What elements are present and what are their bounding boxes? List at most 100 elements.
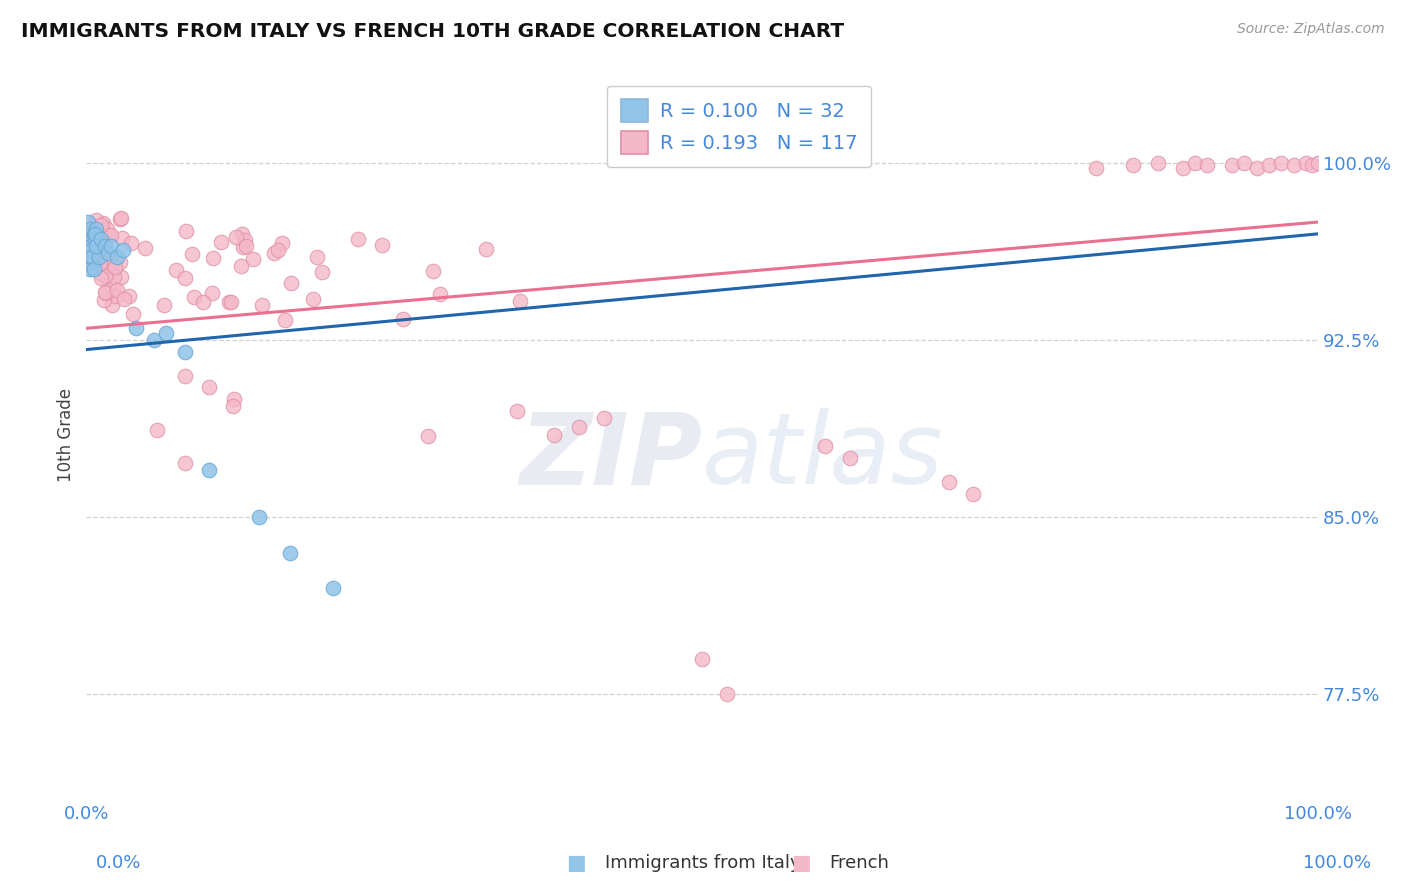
- Point: [96, 285, 118, 300]
- Point: [278, 546, 301, 560]
- Text: 100.0%: 100.0%: [1303, 854, 1371, 871]
- Point: [301, 292, 323, 306]
- Point: [89, 256, 111, 270]
- Point: [311, 265, 333, 279]
- Point: [839, 451, 862, 466]
- Point: [84, 222, 107, 236]
- Point: [1282, 158, 1305, 172]
- Point: [79, 241, 101, 255]
- Point: [79, 233, 101, 247]
- Point: [90, 270, 112, 285]
- Point: [94, 260, 117, 274]
- Point: [429, 286, 451, 301]
- Point: [76, 215, 98, 229]
- Point: [100, 238, 122, 252]
- Point: [202, 252, 225, 266]
- Point: [118, 289, 141, 303]
- Point: [474, 242, 496, 256]
- Point: [87, 251, 110, 265]
- Point: [224, 392, 246, 406]
- Point: [80, 238, 103, 252]
- Point: [90, 218, 112, 232]
- Point: [219, 294, 242, 309]
- Point: [218, 294, 240, 309]
- Point: [110, 269, 132, 284]
- Point: [100, 227, 122, 242]
- Point: [96, 260, 118, 274]
- Point: [112, 244, 135, 258]
- Point: [105, 251, 128, 265]
- Point: [174, 456, 197, 470]
- Point: [105, 289, 128, 303]
- Point: [82, 222, 104, 236]
- Point: [79, 251, 101, 265]
- Point: [173, 345, 195, 359]
- Point: [183, 290, 205, 304]
- Point: [1308, 156, 1330, 170]
- Point: [98, 277, 121, 291]
- Point: [134, 241, 156, 255]
- Point: [94, 285, 117, 300]
- Point: [84, 238, 107, 252]
- Point: [86, 251, 108, 265]
- Point: [568, 420, 591, 434]
- Point: [180, 246, 202, 260]
- Point: [79, 222, 101, 236]
- Point: [231, 227, 253, 242]
- Point: [592, 411, 614, 425]
- Point: [77, 251, 100, 265]
- Point: [77, 244, 100, 259]
- Point: [509, 294, 531, 309]
- Point: [90, 231, 112, 245]
- Point: [111, 231, 134, 245]
- Point: [229, 259, 252, 273]
- Point: [391, 312, 413, 326]
- Point: [108, 211, 131, 226]
- Point: [242, 252, 264, 266]
- Point: [1246, 161, 1268, 175]
- Point: [104, 260, 127, 275]
- Point: [267, 243, 290, 257]
- Point: [1233, 156, 1256, 170]
- Point: [233, 233, 256, 247]
- Point: [418, 429, 440, 443]
- Point: [107, 283, 129, 297]
- Point: [1257, 158, 1279, 172]
- Point: [91, 216, 114, 230]
- Text: French: French: [830, 854, 890, 871]
- Point: [814, 439, 837, 453]
- Point: [86, 226, 108, 240]
- Point: [93, 251, 115, 265]
- Point: [543, 427, 565, 442]
- Point: [346, 232, 368, 246]
- Point: [235, 239, 257, 253]
- Point: [307, 251, 329, 265]
- Point: [86, 238, 108, 252]
- Text: IMMIGRANTS FROM ITALY VS FRENCH 10TH GRADE CORRELATION CHART: IMMIGRANTS FROM ITALY VS FRENCH 10TH GRA…: [21, 22, 844, 41]
- Text: 0.0%: 0.0%: [96, 854, 141, 871]
- Point: [104, 260, 127, 275]
- Point: [146, 424, 169, 438]
- Point: [124, 321, 146, 335]
- Point: [93, 268, 115, 283]
- Point: [122, 307, 145, 321]
- Point: [371, 237, 394, 252]
- Point: [84, 212, 107, 227]
- Point: [103, 281, 125, 295]
- Point: [1270, 156, 1292, 170]
- Point: [1147, 156, 1170, 170]
- Point: [201, 285, 224, 300]
- Point: [1171, 161, 1194, 175]
- Point: [83, 227, 105, 241]
- Point: [83, 254, 105, 268]
- Point: [176, 224, 198, 238]
- Point: [82, 255, 104, 269]
- Point: [80, 244, 103, 258]
- Point: [96, 221, 118, 235]
- Point: [938, 475, 960, 489]
- Point: [322, 581, 344, 595]
- Y-axis label: 10th Grade: 10th Grade: [58, 387, 75, 482]
- Legend: R = 0.100   N = 32, R = 0.193   N = 117: R = 0.100 N = 32, R = 0.193 N = 117: [607, 86, 870, 168]
- Point: [962, 486, 984, 500]
- Point: [108, 255, 131, 269]
